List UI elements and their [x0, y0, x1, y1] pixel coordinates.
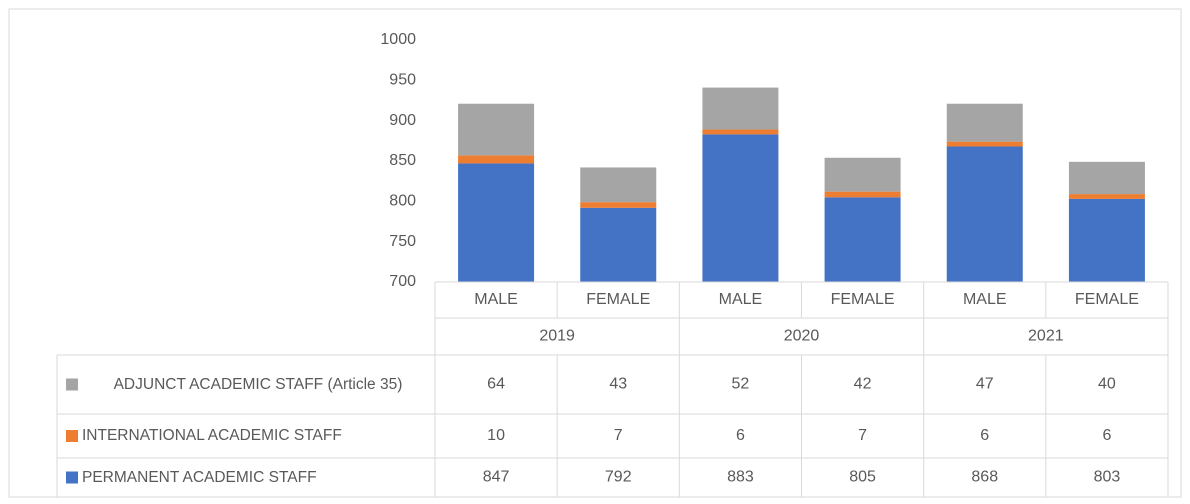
table-value: 6: [1102, 427, 1111, 444]
legend-label-box: PERMANENT ACADEMIC STAFF: [82, 459, 434, 496]
bar-segment: [580, 207, 657, 282]
table-value: 64: [487, 376, 505, 393]
table-value: 6: [736, 427, 745, 444]
plot-area: [458, 87, 1145, 282]
bar-segment: [824, 157, 901, 192]
legend-swatch: [66, 471, 78, 484]
bar-segment: [946, 141, 1023, 147]
bar-segment: [702, 87, 779, 130]
legend-swatch: [66, 378, 78, 391]
table-value: 42: [854, 376, 872, 393]
legend-label-box: INTERNATIONAL ACADEMIC STAFF: [82, 415, 434, 457]
x-tick-label: MALE: [719, 291, 763, 308]
bar-segment: [946, 146, 1023, 282]
table-value: 40: [1098, 376, 1116, 393]
y-tick-label: 800: [389, 193, 416, 210]
table-value: 883: [727, 469, 754, 486]
bar-segment: [1068, 198, 1145, 282]
y-tick-label: 750: [389, 233, 416, 250]
table-value: 792: [605, 469, 632, 486]
table-value: 52: [732, 376, 750, 393]
legend-label: ADJUNCT ACADEMIC STAFF (Article 35): [82, 356, 434, 413]
bar-segment: [458, 163, 535, 282]
bar-segment: [702, 134, 779, 282]
table-value: 803: [1094, 469, 1121, 486]
y-tick-label: 950: [389, 72, 416, 89]
bar-segment: [1068, 161, 1145, 195]
x-tick-label: FEMALE: [1075, 291, 1139, 308]
bar-segment: [946, 103, 1023, 142]
table-value: 6: [980, 427, 989, 444]
bar-segment: [1068, 194, 1145, 199]
legend-swatch: [66, 430, 78, 442]
x-tick-label: FEMALE: [586, 291, 650, 308]
x-tick-label: MALE: [963, 291, 1007, 308]
legend-text: PERMANENT ACADEMIC STAFF: [82, 468, 317, 486]
y-tick-label: 700: [389, 273, 416, 290]
y-tick-label: 900: [389, 112, 416, 129]
y-tick-label: 1000: [380, 31, 416, 48]
bar-segment: [824, 197, 901, 282]
legend-label-box: ADJUNCT ACADEMIC STAFF (Article 35): [82, 356, 434, 413]
bar-segment: [580, 202, 657, 208]
table-value: 47: [976, 376, 994, 393]
legend-label: INTERNATIONAL ACADEMIC STAFF: [82, 415, 434, 457]
table-value: 10: [487, 427, 505, 444]
table-value: 868: [971, 469, 998, 486]
legend-label: PERMANENT ACADEMIC STAFF: [82, 459, 434, 496]
legend-text: INTERNATIONAL ACADEMIC STAFF: [82, 427, 342, 444]
table-value: 805: [849, 469, 876, 486]
bar-segment: [458, 103, 535, 156]
table-value: 847: [483, 469, 510, 486]
bar-segment: [824, 191, 901, 198]
x-tick-label: FEMALE: [831, 291, 895, 308]
bar-segment: [580, 167, 657, 203]
table-value: 7: [614, 427, 623, 444]
table-value: 43: [609, 376, 627, 393]
group-label: 2021: [1028, 328, 1064, 345]
legend-text: ADJUNCT ACADEMIC STAFF (Article 35): [113, 375, 403, 393]
table-value: 7: [858, 427, 867, 444]
bar-segment: [702, 129, 779, 135]
group-label: 2019: [539, 328, 575, 345]
y-tick-label: 850: [389, 152, 416, 169]
bar-segment: [458, 155, 535, 164]
x-tick-label: MALE: [474, 291, 518, 308]
group-label: 2020: [784, 328, 820, 345]
